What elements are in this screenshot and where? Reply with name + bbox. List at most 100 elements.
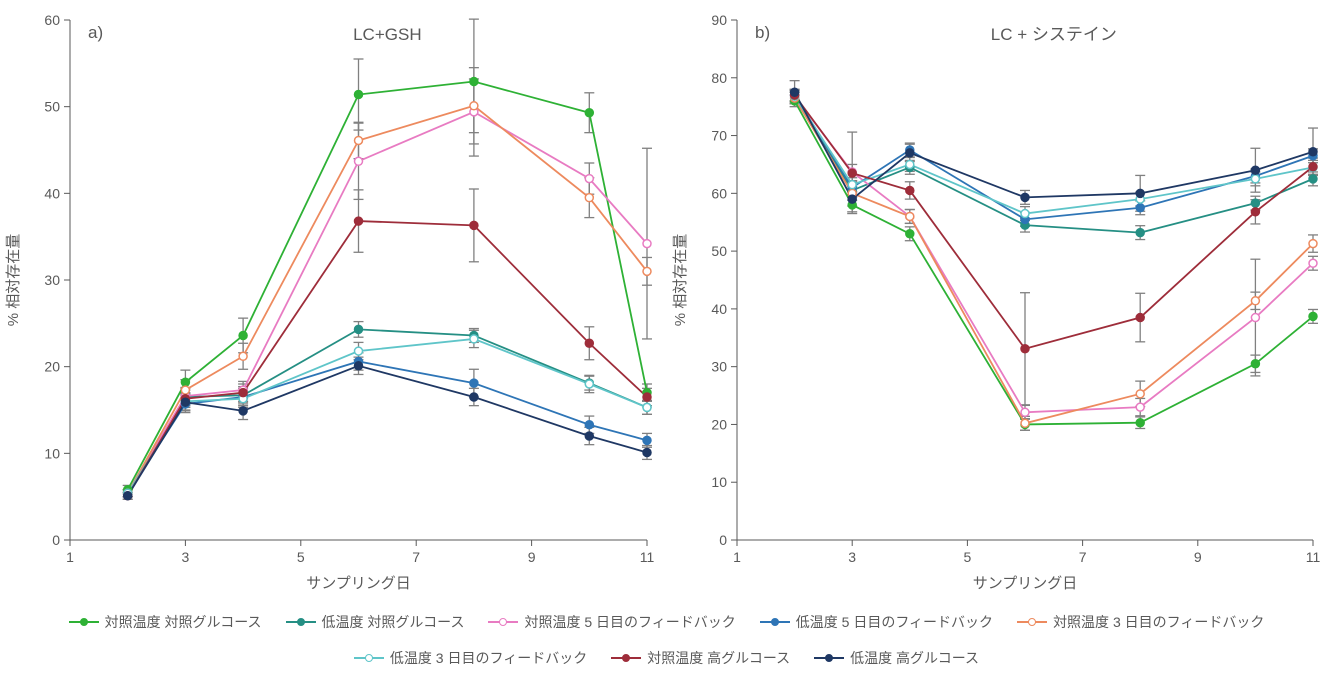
series-marker (1136, 204, 1144, 212)
y-tick-label: 50 (44, 99, 60, 115)
series-marker (1309, 175, 1317, 183)
y-axis-label: % 相対存在量 (672, 234, 689, 327)
series-marker (1136, 314, 1144, 322)
legend-label: 対照温度 5 日目のフィードバック (524, 612, 735, 632)
figure-container: 01020304050601357911サンプリング日% 相対存在量a)LC+G… (0, 0, 1333, 691)
legend-marker-icon (80, 618, 88, 626)
y-tick-label: 10 (44, 445, 60, 461)
y-tick-label: 80 (711, 70, 727, 86)
series-marker (1251, 208, 1259, 216)
x-axis-label: サンプリング日 (973, 575, 1078, 592)
x-tick-label: 1 (66, 549, 74, 565)
y-tick-label: 60 (44, 12, 60, 28)
series-marker (470, 335, 478, 343)
series-marker (1309, 163, 1317, 171)
series-marker (181, 386, 189, 394)
legend-item: 対照温度 5 日目のフィードバック (488, 612, 735, 632)
series-marker (239, 389, 247, 397)
series-marker (1251, 199, 1259, 207)
series-marker (1136, 229, 1144, 237)
series-marker (1136, 189, 1144, 197)
series-marker (355, 91, 363, 99)
series-marker (643, 436, 651, 444)
chart-background (0, 0, 667, 600)
series-marker (585, 432, 593, 440)
y-tick-label: 20 (711, 416, 727, 432)
series-marker (848, 181, 856, 189)
series-marker (355, 136, 363, 144)
x-tick-label: 3 (182, 549, 190, 565)
x-tick-label: 3 (848, 549, 856, 565)
legend-marker-icon (622, 654, 630, 662)
legend-item: 対照温度 3 日目のフィードバック (1017, 612, 1264, 632)
legend-marker-icon (297, 618, 305, 626)
legend-item: 低温度 5 日目のフィードバック (760, 612, 993, 632)
series-marker (585, 194, 593, 202)
series-marker (848, 169, 856, 177)
series-marker (585, 109, 593, 117)
series-marker (1021, 345, 1029, 353)
x-tick-label: 9 (1194, 549, 1202, 565)
series-marker (906, 149, 914, 157)
legend-swatch (286, 615, 316, 629)
legend-label: 対照温度 対照グルコース (105, 612, 262, 632)
series-marker (848, 195, 856, 203)
series-marker (355, 362, 363, 370)
legend-label: 低温度 3 日目のフィードバック (390, 648, 587, 668)
legend-swatch (611, 651, 641, 665)
series-marker (906, 230, 914, 238)
y-tick-label: 60 (711, 185, 727, 201)
series-marker (1251, 297, 1259, 305)
chart-background (667, 0, 1333, 600)
y-tick-label: 90 (711, 12, 727, 28)
legend-swatch (760, 615, 790, 629)
series-marker (470, 393, 478, 401)
series-marker (1136, 390, 1144, 398)
series-marker (470, 379, 478, 387)
series-marker (791, 88, 799, 96)
series-marker (470, 221, 478, 229)
series-marker (181, 398, 189, 406)
legend-item: 対照温度 高グルコース (611, 648, 790, 668)
legend-area: 対照温度 対照グルコース 低温度 対照グルコース 対照温度 5 日目のフィードバック… (0, 600, 1333, 680)
series-marker (1136, 419, 1144, 427)
x-tick-label: 7 (412, 549, 420, 565)
series-marker (1309, 148, 1317, 156)
series-marker (1309, 312, 1317, 320)
x-tick-label: 11 (1306, 549, 1321, 565)
x-tick-label: 9 (528, 549, 536, 565)
series-marker (906, 186, 914, 194)
series-marker (470, 78, 478, 86)
panel-label: b) (755, 23, 770, 42)
series-marker (585, 421, 593, 429)
y-tick-label: 70 (711, 128, 727, 144)
series-marker (643, 448, 651, 456)
series-marker (355, 157, 363, 165)
series-marker (1251, 360, 1259, 368)
y-tick-label: 40 (711, 301, 727, 317)
series-marker (643, 240, 651, 248)
x-tick-label: 5 (964, 549, 972, 565)
series-marker (1021, 419, 1029, 427)
y-tick-label: 40 (44, 185, 60, 201)
series-marker (1021, 408, 1029, 416)
legend-label: 低温度 高グルコース (850, 648, 979, 668)
legend-swatch (814, 651, 844, 665)
y-tick-label: 30 (711, 359, 727, 375)
series-marker (355, 347, 363, 355)
y-tick-label: 30 (44, 272, 60, 288)
x-tick-label: 1 (733, 549, 741, 565)
panel-label: a) (88, 23, 103, 42)
series-marker (585, 175, 593, 183)
series-marker (643, 393, 651, 401)
series-marker (906, 160, 914, 168)
legend-swatch (69, 615, 99, 629)
legend-swatch (354, 651, 384, 665)
series-marker (906, 212, 914, 220)
y-tick-label: 20 (44, 359, 60, 375)
legend-item: 低温度 対照グルコース (286, 612, 465, 632)
series-marker (239, 407, 247, 415)
x-tick-label: 5 (297, 549, 305, 565)
y-tick-label: 0 (52, 532, 60, 548)
series-marker (1251, 314, 1259, 322)
